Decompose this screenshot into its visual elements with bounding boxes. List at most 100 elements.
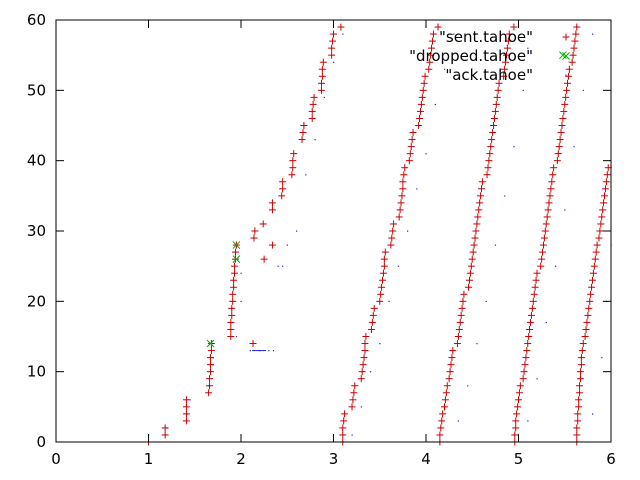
data-point bbox=[486, 150, 494, 158]
data-point bbox=[206, 354, 214, 362]
data-point bbox=[576, 389, 584, 397]
data-point bbox=[530, 290, 538, 298]
data-point bbox=[564, 79, 572, 87]
data-point bbox=[442, 389, 450, 397]
data-point bbox=[323, 96, 325, 99]
data-point bbox=[459, 297, 467, 305]
data-point bbox=[523, 347, 531, 355]
data-point bbox=[232, 255, 241, 263]
data-point bbox=[485, 157, 493, 165]
data-point bbox=[161, 424, 169, 432]
data-point bbox=[387, 241, 395, 249]
data-point bbox=[582, 89, 584, 92]
data-point bbox=[573, 431, 581, 439]
data-point bbox=[546, 192, 554, 200]
data-point bbox=[577, 354, 585, 362]
data-point bbox=[541, 227, 549, 235]
data-point bbox=[399, 178, 407, 186]
data-point bbox=[381, 248, 389, 256]
data-point bbox=[415, 122, 423, 129]
data-point bbox=[456, 318, 464, 326]
data-point bbox=[493, 93, 501, 101]
data-point bbox=[576, 382, 584, 390]
legend-marker bbox=[562, 33, 570, 41]
data-point bbox=[407, 143, 415, 151]
data-point bbox=[272, 350, 275, 352]
data-point bbox=[504, 195, 506, 197]
data-point bbox=[305, 174, 307, 176]
legend-label: "ack.tahoe" bbox=[445, 66, 533, 84]
data-point bbox=[296, 230, 298, 232]
data-point bbox=[228, 311, 236, 319]
data-point bbox=[563, 86, 571, 94]
legend-marker bbox=[562, 52, 570, 60]
x-tick-label: 3 bbox=[329, 450, 339, 468]
data-point bbox=[514, 403, 522, 411]
data-point bbox=[511, 431, 519, 439]
data-point bbox=[555, 265, 557, 267]
data-point bbox=[527, 420, 529, 422]
data-point bbox=[231, 269, 239, 277]
data-point bbox=[492, 100, 500, 108]
data-point bbox=[527, 311, 535, 319]
data-point bbox=[443, 382, 451, 390]
data-point bbox=[547, 185, 555, 193]
data-point bbox=[419, 86, 427, 94]
data-point bbox=[474, 213, 482, 221]
data-point bbox=[487, 143, 495, 151]
data-point bbox=[379, 343, 381, 345]
data-point bbox=[339, 424, 347, 432]
data-point bbox=[377, 290, 385, 298]
data-point bbox=[512, 417, 520, 425]
data-point bbox=[328, 51, 336, 59]
legend: "sent.tahoe""dropped.tahoe""ack.tahoe" bbox=[409, 28, 570, 84]
data-point bbox=[476, 343, 478, 345]
data-point bbox=[260, 255, 268, 263]
data-point bbox=[329, 37, 337, 45]
data-point bbox=[279, 185, 287, 193]
data-point bbox=[597, 220, 605, 228]
data-point bbox=[538, 255, 546, 263]
data-point bbox=[465, 276, 473, 284]
data-point bbox=[589, 269, 597, 277]
data-point bbox=[449, 347, 457, 355]
data-point bbox=[268, 350, 270, 352]
data-point bbox=[351, 382, 359, 390]
data-point bbox=[584, 311, 592, 319]
data-point bbox=[182, 396, 190, 404]
data-point bbox=[574, 417, 582, 425]
data-point bbox=[500, 72, 508, 80]
data-point bbox=[249, 350, 251, 352]
data-point bbox=[471, 234, 479, 242]
data-point bbox=[337, 23, 345, 31]
data-point bbox=[400, 171, 408, 179]
data-point bbox=[231, 248, 239, 256]
data-point bbox=[250, 234, 258, 242]
data-point bbox=[397, 199, 405, 207]
data-point bbox=[206, 368, 214, 376]
data-point bbox=[376, 297, 384, 305]
data-point bbox=[559, 51, 567, 60]
data-point bbox=[601, 357, 603, 359]
data-point bbox=[406, 150, 414, 158]
data-point bbox=[401, 164, 409, 172]
data-point bbox=[182, 403, 190, 411]
data-point bbox=[545, 321, 547, 324]
data-point bbox=[259, 220, 267, 228]
series-1 bbox=[206, 51, 567, 348]
data-point bbox=[268, 199, 276, 207]
data-point bbox=[483, 171, 491, 179]
data-point bbox=[227, 333, 235, 340]
data-point bbox=[476, 199, 484, 207]
data-point bbox=[288, 171, 296, 179]
data-point bbox=[206, 361, 214, 369]
data-point bbox=[542, 220, 550, 228]
data-point bbox=[182, 410, 190, 418]
data-point bbox=[268, 206, 276, 214]
data-point bbox=[380, 255, 388, 263]
data-point bbox=[490, 114, 498, 122]
data-point bbox=[417, 100, 425, 108]
data-point bbox=[478, 178, 486, 186]
data-point bbox=[537, 262, 545, 270]
data-point bbox=[207, 347, 215, 355]
